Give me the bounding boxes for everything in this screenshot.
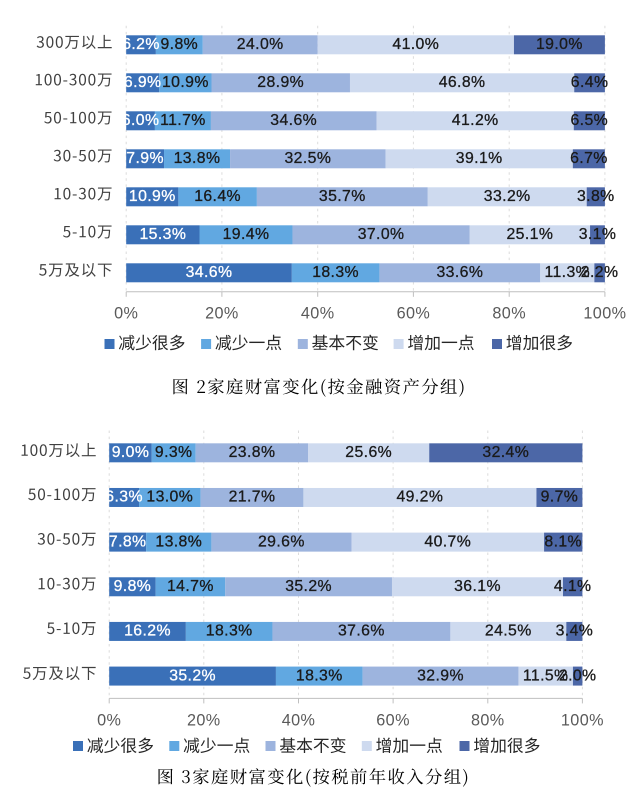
svg-text:15.3%: 15.3% [140, 226, 187, 243]
svg-text:60%: 60% [376, 711, 410, 729]
svg-text:0%: 0% [97, 711, 121, 729]
svg-text:35.2%: 35.2% [169, 667, 216, 684]
svg-text:11.5%: 11.5% [523, 667, 569, 684]
svg-text:40%: 40% [301, 305, 335, 323]
svg-text:25.6%: 25.6% [345, 444, 392, 461]
svg-text:10.9%: 10.9% [162, 74, 209, 91]
svg-text:9.8%: 9.8% [114, 578, 152, 595]
svg-text:18.3%: 18.3% [206, 623, 253, 640]
svg-text:6.4%: 6.4% [571, 74, 609, 91]
svg-text:29.6%: 29.6% [258, 533, 305, 550]
svg-text:37.6%: 37.6% [338, 623, 385, 640]
svg-text:41.2%: 41.2% [452, 112, 499, 129]
svg-text:6.3%: 6.3% [105, 489, 143, 506]
svg-text:100%: 100% [583, 305, 626, 323]
svg-text:7.8%: 7.8% [109, 533, 147, 550]
svg-text:6.0%: 6.0% [122, 112, 160, 129]
svg-text:35.7%: 35.7% [319, 188, 366, 205]
svg-text:7.9%: 7.9% [126, 150, 164, 167]
svg-text:3.1%: 3.1% [579, 226, 617, 243]
svg-text:19.0%: 19.0% [536, 36, 583, 53]
svg-text:13.0%: 13.0% [146, 489, 193, 506]
svg-text:11.3%: 11.3% [544, 264, 590, 281]
svg-text:9.7%: 9.7% [541, 489, 579, 506]
svg-text:16.4%: 16.4% [194, 188, 241, 205]
svg-text:18.3%: 18.3% [312, 264, 359, 281]
svg-text:80%: 80% [492, 305, 526, 323]
svg-text:33.6%: 33.6% [437, 264, 484, 281]
svg-text:32.9%: 32.9% [417, 667, 464, 684]
svg-text:24.0%: 24.0% [237, 36, 284, 53]
svg-text:2.2%: 2.2% [581, 264, 619, 281]
svg-text:6.7%: 6.7% [570, 150, 608, 167]
svg-text:37.0%: 37.0% [358, 226, 405, 243]
svg-text:20%: 20% [205, 305, 239, 323]
svg-text:32.4%: 32.4% [482, 444, 529, 461]
svg-text:14.7%: 14.7% [167, 578, 214, 595]
svg-text:24.5%: 24.5% [485, 623, 532, 640]
svg-text:9.3%: 9.3% [155, 444, 193, 461]
svg-text:6.5%: 6.5% [570, 112, 608, 129]
svg-text:34.6%: 34.6% [186, 264, 233, 281]
svg-text:33.2%: 33.2% [484, 188, 531, 205]
svg-text:34.6%: 34.6% [270, 112, 317, 129]
svg-text:35.2%: 35.2% [285, 578, 332, 595]
svg-text:13.8%: 13.8% [155, 533, 202, 550]
svg-text:19.4%: 19.4% [223, 226, 270, 243]
svg-text:39.1%: 39.1% [456, 150, 503, 167]
svg-text:6.9%: 6.9% [124, 74, 162, 91]
svg-text:28.9%: 28.9% [257, 74, 304, 91]
svg-text:4.1%: 4.1% [554, 578, 592, 595]
svg-text:9.8%: 9.8% [160, 36, 198, 53]
svg-text:49.2%: 49.2% [397, 489, 444, 506]
svg-text:60%: 60% [397, 305, 431, 323]
svg-text:18.3%: 18.3% [296, 667, 343, 684]
svg-text:36.1%: 36.1% [454, 578, 501, 595]
svg-text:6.2%: 6.2% [122, 36, 160, 53]
svg-text:3.8%: 3.8% [577, 188, 615, 205]
svg-text:46.8%: 46.8% [439, 74, 486, 91]
svg-text:11.7%: 11.7% [160, 112, 206, 129]
svg-text:0%: 0% [114, 305, 138, 323]
svg-text:40%: 40% [282, 711, 316, 729]
svg-text:13.8%: 13.8% [174, 150, 221, 167]
svg-text:23.8%: 23.8% [229, 444, 276, 461]
svg-text:25.1%: 25.1% [507, 226, 554, 243]
svg-text:16.2%: 16.2% [124, 623, 171, 640]
svg-text:21.7%: 21.7% [229, 489, 276, 506]
svg-text:2.0%: 2.0% [559, 667, 597, 684]
svg-text:10.9%: 10.9% [129, 188, 176, 205]
svg-text:100%: 100% [561, 711, 604, 729]
svg-text:20%: 20% [187, 711, 221, 729]
svg-text:3.4%: 3.4% [556, 623, 594, 640]
svg-text:8.1%: 8.1% [544, 533, 582, 550]
svg-text:80%: 80% [471, 711, 505, 729]
svg-text:41.0%: 41.0% [392, 36, 439, 53]
svg-text:32.5%: 32.5% [285, 150, 332, 167]
svg-text:9.0%: 9.0% [112, 444, 150, 461]
svg-text:40.7%: 40.7% [424, 533, 471, 550]
